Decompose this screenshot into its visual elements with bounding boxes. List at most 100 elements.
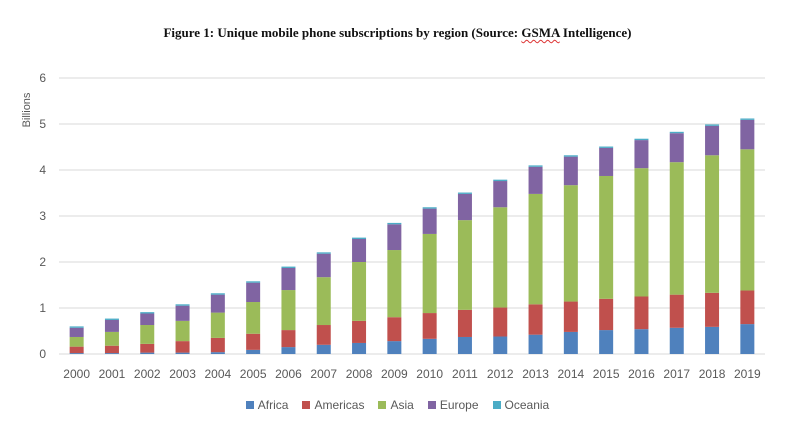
bar-segment-africa-2014 <box>563 331 578 354</box>
legend-swatch <box>492 401 501 409</box>
bar-segment-americas-2014 <box>563 301 578 332</box>
bar-stack-2007 <box>316 252 331 354</box>
bar-segment-europe-2016 <box>634 140 649 169</box>
x-axis-ticks: 2000 2001 2002 2003 2004 2005 2006 2007 2008 2009… <box>63 367 761 381</box>
legend-label: Oceania <box>504 398 550 412</box>
bar-stack-2018 <box>705 124 720 354</box>
bar-segment-africa-2019 <box>740 324 755 354</box>
legend-label: Asia <box>390 398 414 412</box>
bar-segment-africa-2008 <box>352 342 367 354</box>
bar-segment-europe-2003 <box>175 305 190 321</box>
bar-segment-oceania-2013 <box>528 165 543 167</box>
bar-segment-oceania-2011 <box>457 192 472 194</box>
bar-segment-africa-2004 <box>210 352 225 354</box>
bar-segment-africa-2016 <box>634 329 649 354</box>
bar-segment-asia-2000 <box>69 336 84 347</box>
bar-segment-americas-2000 <box>69 346 84 354</box>
bar-segment-asia-2004 <box>210 312 225 338</box>
bar-stack-2019 <box>740 118 755 354</box>
x-tick-label: 2014 <box>557 367 584 381</box>
bar-stack-2017 <box>669 131 684 354</box>
legend: Africa Americas Asia Europe Oceania <box>0 398 795 412</box>
bar-stack-2016 <box>634 138 649 354</box>
legend-label: Africa <box>257 398 289 412</box>
bar-stack-2008 <box>352 237 367 354</box>
bar-segment-europe-2009 <box>387 224 402 251</box>
x-tick-label: 2013 <box>522 367 549 381</box>
bar-segment-americas-2016 <box>634 296 649 330</box>
bar-segment-oceania-2017 <box>669 131 684 134</box>
bar-stack-2005 <box>246 281 261 354</box>
bar-segment-europe-2008 <box>352 239 367 262</box>
bar-segment-asia-2003 <box>175 320 190 342</box>
bar-segment-asia-2019 <box>740 149 755 291</box>
bar-segment-oceania-2008 <box>352 237 367 239</box>
bar-segment-africa-2013 <box>528 334 543 354</box>
bar-segment-asia-2018 <box>705 155 720 293</box>
bar-segment-africa-2002 <box>140 352 155 354</box>
x-tick-label: 2012 <box>487 367 514 381</box>
bar-segment-europe-2004 <box>210 294 225 313</box>
bar-stack-2002 <box>140 312 155 354</box>
bar-segment-asia-2013 <box>528 193 543 305</box>
bar-segment-europe-2015 <box>599 147 614 176</box>
bar-segment-americas-2007 <box>316 325 331 345</box>
bar-segment-africa-2018 <box>705 326 720 354</box>
bar-segment-americas-2011 <box>457 309 472 337</box>
bar-segment-europe-2012 <box>493 181 508 208</box>
figure-title-suffix: Intelligence) <box>559 25 632 40</box>
gridlines <box>59 77 765 355</box>
bar-segment-africa-2010 <box>422 338 437 354</box>
bar-segment-europe-2007 <box>316 253 331 278</box>
y-tick-label: 4 <box>39 163 46 177</box>
bar-segment-oceania-2016 <box>634 138 649 141</box>
bar-segment-africa-2000 <box>69 353 84 354</box>
bar-segment-europe-2017 <box>669 133 684 163</box>
x-tick-label: 2003 <box>169 367 196 381</box>
bar-segment-americas-2002 <box>140 343 155 353</box>
bar-segment-asia-2008 <box>352 262 367 321</box>
bar-segment-africa-2015 <box>599 330 614 354</box>
bar-stack-2013 <box>528 165 543 354</box>
bar-segment-asia-2001 <box>104 331 119 346</box>
bar-segment-oceania-2012 <box>493 179 508 182</box>
bar-segment-oceania-2002 <box>140 312 155 314</box>
bar-segment-oceania-2019 <box>740 118 755 120</box>
bar-segment-oceania-2010 <box>422 207 437 209</box>
bar-stack-2010 <box>422 207 437 354</box>
bar-segment-europe-2006 <box>281 267 296 291</box>
bar-segment-europe-2001 <box>104 319 119 332</box>
bar-segment-europe-2014 <box>563 156 578 186</box>
bar-segment-europe-2019 <box>740 119 755 150</box>
bar-segment-africa-2005 <box>246 349 261 354</box>
bar-segment-asia-2005 <box>246 302 261 334</box>
x-tick-label: 2015 <box>593 367 620 381</box>
bar-stack-2001 <box>104 318 119 354</box>
x-tick-label: 2016 <box>628 367 655 381</box>
legend-swatch <box>302 401 311 409</box>
legend-item-europe: Europe <box>427 398 479 412</box>
bar-segment-europe-2005 <box>246 282 261 303</box>
bars <box>69 118 755 354</box>
legend-item-asia: Asia <box>378 398 414 412</box>
bar-segment-americas-2019 <box>740 290 755 325</box>
legend-label: Europe <box>439 398 479 412</box>
bar-segment-americas-2004 <box>210 337 225 353</box>
y-tick-label: 0 <box>39 347 46 361</box>
x-tick-label: 2017 <box>663 367 690 381</box>
bar-segment-oceania-2000 <box>69 326 84 328</box>
y-tick-label: 1 <box>39 301 46 315</box>
y-tick-label: 3 <box>39 209 46 223</box>
bar-stack-2003 <box>175 304 190 354</box>
x-tick-label: 2005 <box>240 367 267 381</box>
y-axis-ticks: 0 1 2 3 4 5 6 <box>39 71 46 361</box>
bar-stack-2009 <box>387 222 402 354</box>
bar-segment-americas-2005 <box>246 333 261 350</box>
bar-segment-oceania-2001 <box>104 318 119 320</box>
bar-segment-americas-2009 <box>387 317 402 342</box>
bar-segment-americas-2003 <box>175 341 190 353</box>
bar-stack-2004 <box>210 293 225 354</box>
bar-segment-europe-2000 <box>69 327 84 337</box>
bar-segment-oceania-2006 <box>281 266 296 268</box>
